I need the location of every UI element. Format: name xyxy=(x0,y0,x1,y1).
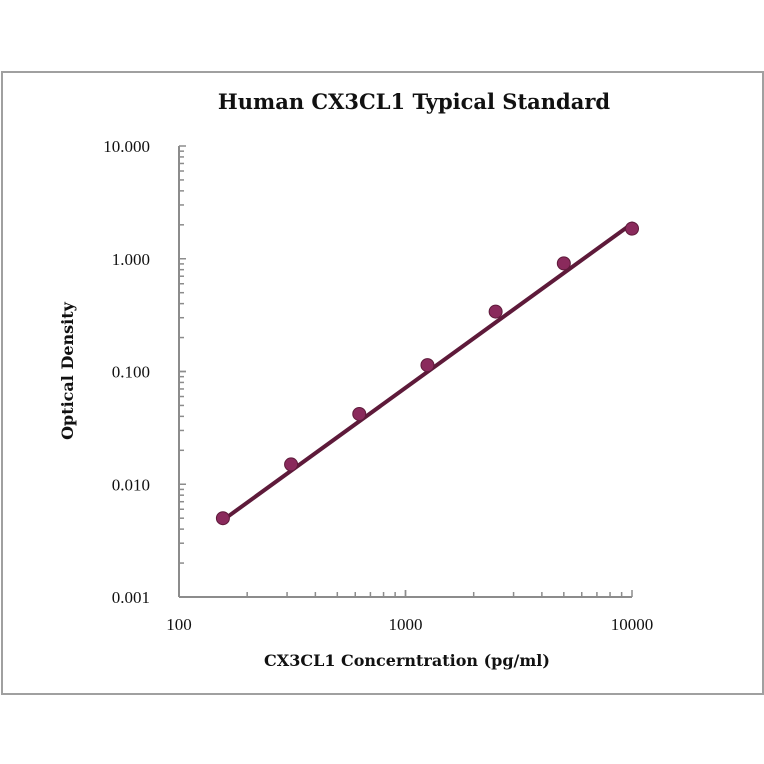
y-tick-label: 0.100 xyxy=(112,363,150,382)
y-axis xyxy=(178,145,186,598)
data-point-marker xyxy=(625,221,639,236)
data-point-marker xyxy=(352,406,367,421)
y-tick-label: 10.000 xyxy=(103,137,150,156)
y-tick-label: 0.001 xyxy=(112,588,150,607)
chart-title: Human CX3CL1 Typical Standard xyxy=(218,89,610,114)
y-axis-label: Optical Density xyxy=(58,301,77,440)
x-tick-label: 10000 xyxy=(611,615,654,634)
x-tick-label: 100 xyxy=(166,615,192,634)
data-point-marker xyxy=(284,457,299,472)
data-point-marker xyxy=(215,511,230,526)
chart-frame xyxy=(1,71,764,695)
y-tick-labels: 10.000 1.000 0.100 0.010 0.001 xyxy=(103,137,150,607)
x-tick-label: 1000 xyxy=(389,615,423,634)
x-tick-labels: 100 1000 10000 xyxy=(166,615,653,634)
data-point-marker xyxy=(556,256,571,271)
x-axis xyxy=(178,590,633,598)
y-tick-label: 1.000 xyxy=(112,250,150,269)
x-axis-label: CX3CL1 Concerntration (pg/ml) xyxy=(264,651,550,670)
y-tick-label: 0.010 xyxy=(112,475,150,494)
data-point-marker xyxy=(420,358,435,373)
data-points xyxy=(215,221,639,526)
data-point-marker xyxy=(488,304,503,319)
